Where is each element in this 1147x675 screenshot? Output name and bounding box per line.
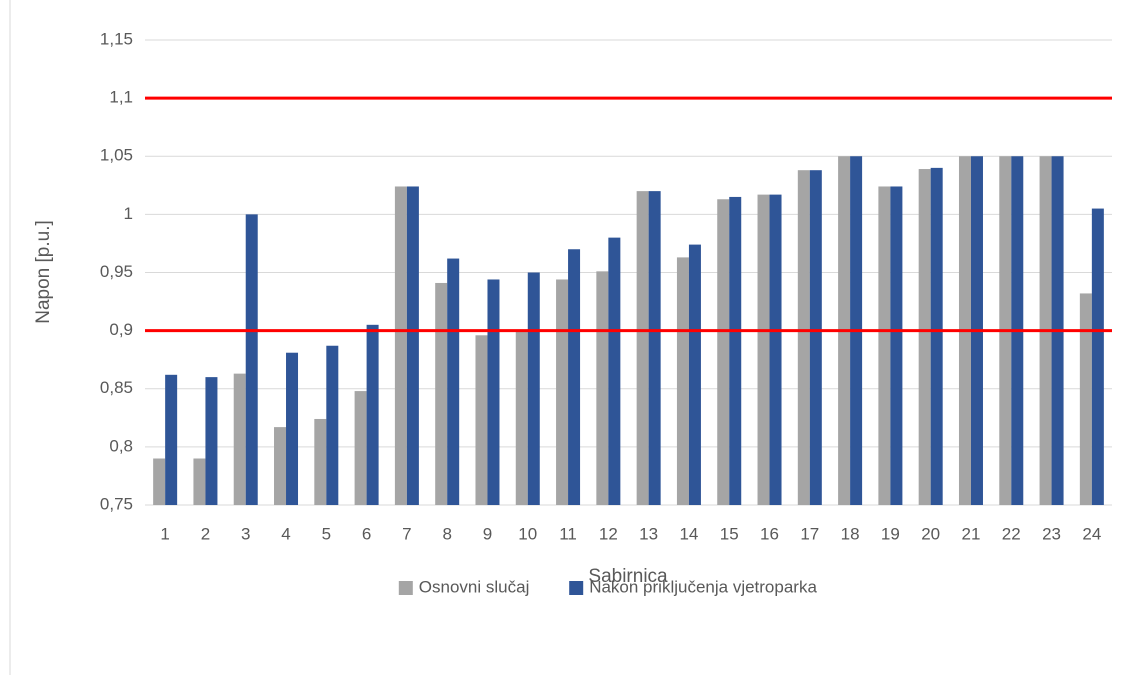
bar <box>515 330 528 505</box>
legend-swatch <box>398 581 413 595</box>
x-tick-label: 17 <box>800 524 819 543</box>
x-tick-label: 21 <box>962 524 981 543</box>
x-tick-label: 10 <box>518 524 537 543</box>
bar <box>233 373 246 505</box>
bar <box>769 194 782 506</box>
y-tick-label: 0,8 <box>109 436 133 455</box>
bar <box>1091 208 1104 505</box>
bar <box>809 170 822 505</box>
legend-swatch <box>569 581 584 595</box>
y-tick-label: 1 <box>124 204 133 223</box>
bar <box>729 196 742 505</box>
y-tick-label: 1,15 <box>100 29 133 48</box>
bar <box>487 279 500 505</box>
bar <box>676 257 689 505</box>
bar <box>447 258 460 505</box>
bar <box>797 170 810 505</box>
bar <box>274 427 287 505</box>
bar <box>527 272 540 505</box>
bar <box>596 271 609 505</box>
x-tick-label: 18 <box>841 524 860 543</box>
y-axis-title: Napon [p.u.] <box>33 220 54 324</box>
legend-label: Osnovni slučaj <box>419 577 530 596</box>
bar <box>205 377 218 505</box>
bar <box>165 374 178 505</box>
bar <box>326 345 339 505</box>
x-tick-label: 24 <box>1082 524 1101 543</box>
x-axis-title: Sabirnica <box>588 566 668 587</box>
y-tick-label: 1,05 <box>100 146 133 165</box>
bar <box>890 186 903 505</box>
x-tick-label: 11 <box>559 524 577 543</box>
bar <box>556 279 569 505</box>
bar <box>636 191 649 505</box>
bar <box>648 191 661 505</box>
x-tick-label: 23 <box>1042 524 1061 543</box>
legend-label: Nakon priključenja vjetroparka <box>589 577 817 596</box>
bar <box>314 418 327 505</box>
x-tick-label: 5 <box>322 524 331 543</box>
x-tick-label: 14 <box>679 524 698 543</box>
x-tick-label: 2 <box>201 524 210 543</box>
x-tick-label: 1 <box>160 524 169 543</box>
bar <box>286 352 299 505</box>
bar <box>366 324 379 505</box>
x-tick-label: 20 <box>921 524 940 543</box>
bar <box>1079 293 1092 505</box>
bar <box>878 186 891 505</box>
x-tick-label: 6 <box>362 524 371 543</box>
x-tick-label: 9 <box>483 524 492 543</box>
bar <box>688 244 701 505</box>
x-tick-label: 3 <box>241 524 250 543</box>
x-tick-label: 15 <box>720 524 739 543</box>
y-tick-label: 0,9 <box>109 320 133 339</box>
bar <box>930 167 943 505</box>
bar <box>918 169 931 505</box>
bar <box>406 186 419 505</box>
y-tick-label: 0,95 <box>100 262 133 281</box>
y-tick-label: 1,1 <box>109 88 133 107</box>
x-tick-label: 12 <box>599 524 618 543</box>
y-tick-label: 0,75 <box>100 494 133 513</box>
bar <box>475 335 488 505</box>
bar <box>153 458 166 505</box>
x-tick-label: 13 <box>639 524 658 543</box>
x-tick-label: 8 <box>442 524 451 543</box>
bar <box>354 391 367 505</box>
x-tick-label: 16 <box>760 524 779 543</box>
bar <box>608 237 621 505</box>
bar <box>717 199 730 505</box>
bar <box>568 249 581 505</box>
x-tick-label: 7 <box>402 524 411 543</box>
bar <box>757 194 770 506</box>
y-tick-label: 0,85 <box>100 378 133 397</box>
x-tick-label: 4 <box>281 524 290 543</box>
bar <box>394 186 407 505</box>
bar <box>435 282 448 505</box>
x-tick-label: 19 <box>881 524 900 543</box>
bar <box>193 458 206 505</box>
bar <box>245 214 258 505</box>
x-tick-label: 22 <box>1002 524 1021 543</box>
